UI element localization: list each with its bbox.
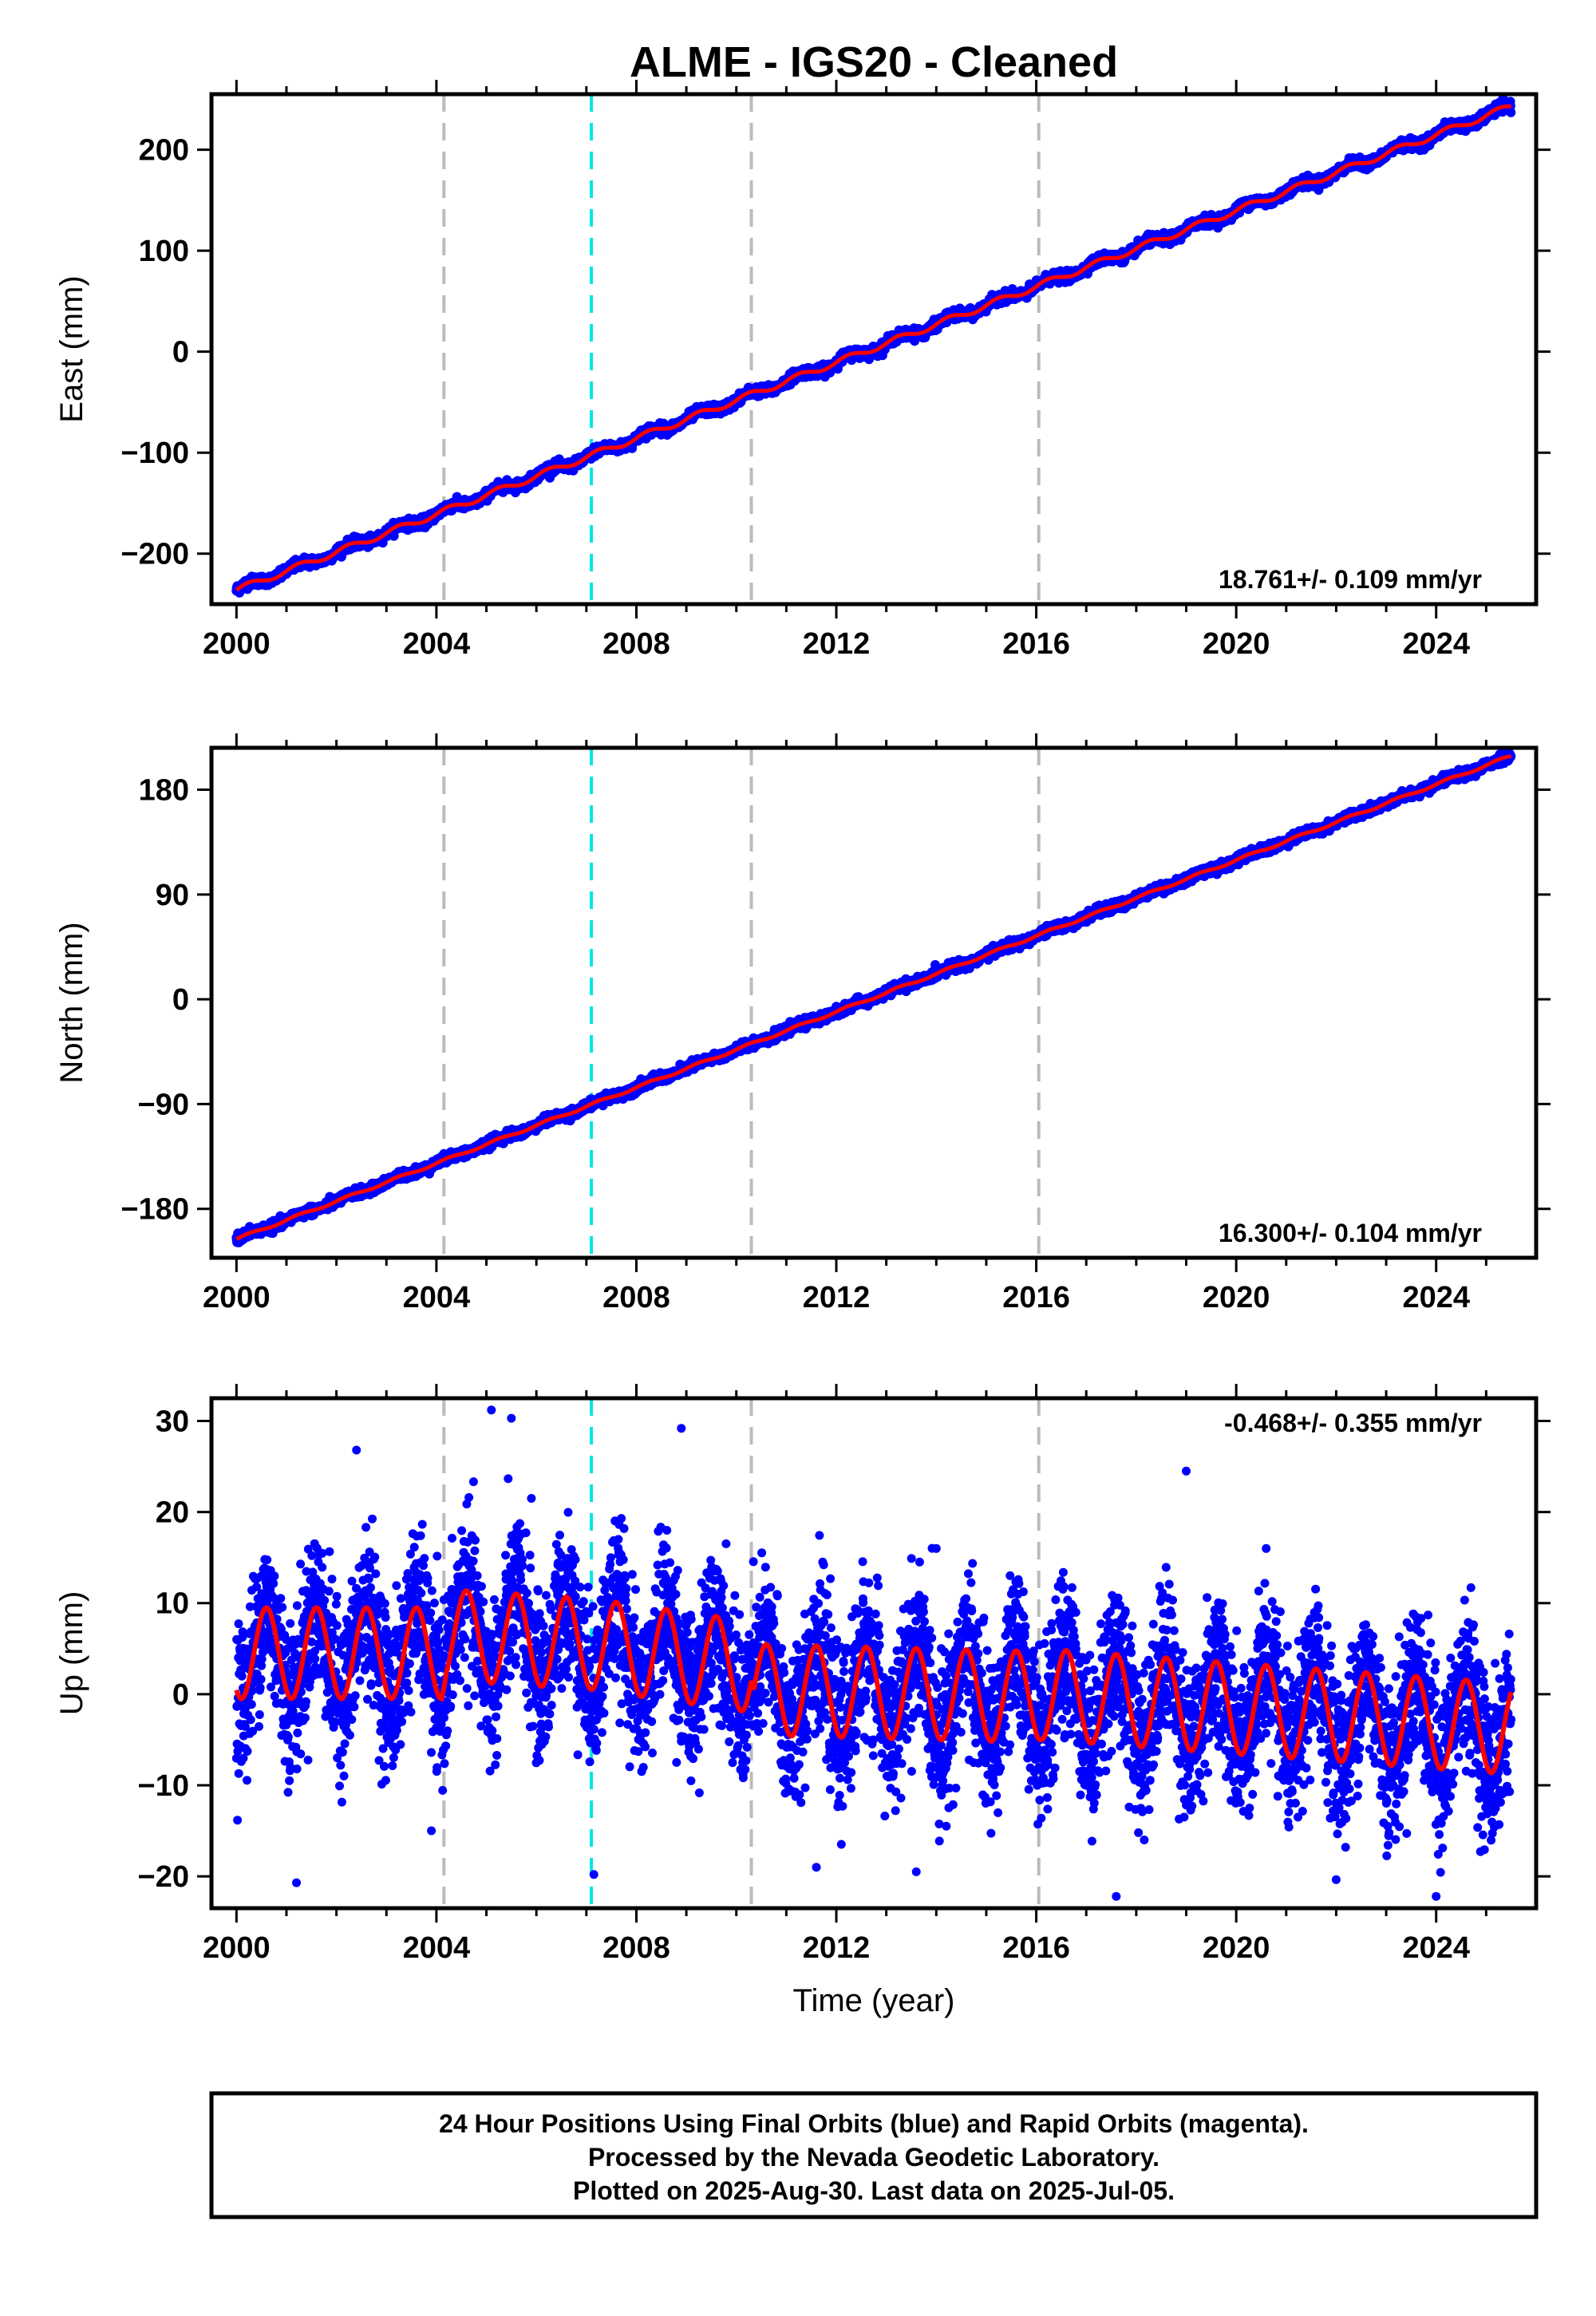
data-point	[1506, 107, 1516, 117]
x-tick-label: 2004	[403, 627, 471, 661]
x-tick-label: 2000	[203, 627, 271, 661]
figure-title: ALME - IGS20 - Cleaned	[630, 38, 1118, 86]
y-tick-label: 100	[139, 235, 189, 268]
x-tick-label: 2012	[803, 627, 871, 661]
east-panel: 2000 2004 2008 2012 2016 2020 2024 −200 −100 0 100…	[54, 80, 1551, 661]
velocity-label: 18.761+/- 0.109 mm/yr	[1219, 565, 1482, 594]
north-panel: 2000 2004 2008 2012 2016 2020 2024−180−9009018…	[54, 733, 1551, 1314]
y-tick-label: −200	[120, 538, 189, 571]
y-tick-label: 0	[172, 336, 189, 370]
y-axis-label: East (mm)	[54, 275, 89, 422]
y-tick-label: 200	[139, 134, 189, 168]
x-tick-label: 2008	[602, 627, 670, 661]
x-tick-label: 2016	[1002, 627, 1070, 661]
x-tick-label: 2020	[1203, 627, 1270, 661]
y-tick-label: −100	[120, 437, 189, 470]
x-tick-label: 2024	[1402, 627, 1470, 661]
